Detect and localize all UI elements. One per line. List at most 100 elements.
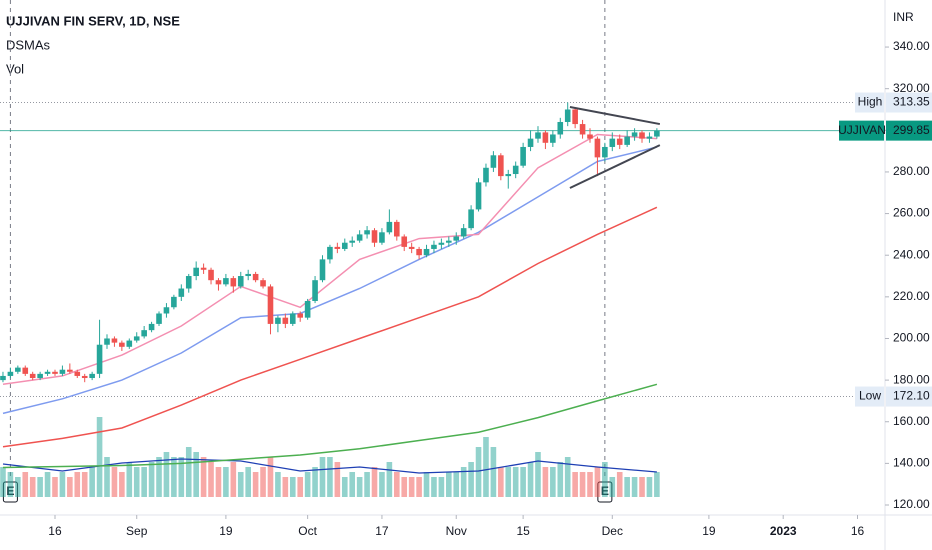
candle-body bbox=[587, 134, 593, 139]
volume-bar bbox=[104, 457, 110, 497]
price-value: 313.35 bbox=[893, 95, 930, 109]
candle-body bbox=[498, 155, 504, 177]
volume-bar bbox=[379, 472, 385, 497]
candle-body bbox=[475, 182, 482, 210]
volume-bar bbox=[408, 477, 415, 497]
volume-bar bbox=[550, 467, 556, 497]
volume-bar bbox=[119, 472, 125, 497]
volume-bar bbox=[15, 477, 21, 497]
volume-bar bbox=[304, 472, 311, 497]
volume-bar bbox=[468, 462, 474, 497]
volume-bar bbox=[512, 467, 519, 497]
candle-body bbox=[171, 296, 177, 308]
candle-body bbox=[408, 246, 415, 249]
candle-body bbox=[289, 313, 296, 324]
candle-body bbox=[119, 342, 125, 347]
candle-body bbox=[7, 371, 14, 376]
candle-body bbox=[208, 269, 214, 281]
volume-bar bbox=[475, 447, 482, 497]
y-tick-label: 240.00 bbox=[893, 247, 930, 261]
volume-bar bbox=[564, 457, 571, 497]
moving-average bbox=[2, 133, 657, 386]
volume-bar bbox=[230, 462, 237, 497]
volume-bar bbox=[96, 417, 103, 497]
candle-body bbox=[520, 146, 526, 166]
volume-bar bbox=[126, 462, 133, 497]
volume-bar bbox=[557, 462, 564, 497]
volume-bar bbox=[7, 472, 14, 497]
candle-body bbox=[52, 371, 58, 374]
candle-body bbox=[104, 338, 110, 345]
volume-bar bbox=[44, 472, 51, 497]
volume-bar bbox=[527, 462, 534, 497]
price-name: High bbox=[858, 95, 883, 109]
candle-body bbox=[609, 138, 616, 147]
volume-bar bbox=[223, 467, 229, 497]
candle-body bbox=[156, 313, 162, 324]
volume-bar bbox=[460, 467, 467, 497]
volume-bar bbox=[624, 477, 630, 497]
moving-average bbox=[2, 146, 658, 415]
volume-bar bbox=[319, 457, 326, 497]
candle-body bbox=[654, 130, 660, 137]
candle-body bbox=[200, 267, 207, 270]
volume-bar bbox=[490, 447, 497, 497]
y-tick-label: 120.00 bbox=[893, 497, 930, 511]
volume-bar bbox=[654, 472, 660, 497]
price-value-box bbox=[886, 92, 932, 113]
candle-body bbox=[431, 244, 437, 249]
candle-body bbox=[446, 240, 452, 243]
candle-body bbox=[579, 124, 586, 135]
volume-bar bbox=[438, 477, 445, 497]
volume-bar bbox=[646, 477, 653, 497]
y-tick-label: 140.00 bbox=[893, 456, 930, 470]
candle-body bbox=[215, 280, 222, 285]
candle-body bbox=[89, 373, 95, 379]
candle-body bbox=[148, 323, 155, 331]
x-tick-label: 19 bbox=[219, 524, 233, 538]
volume-bar bbox=[289, 477, 296, 497]
candle-body bbox=[15, 367, 21, 372]
candle-body bbox=[423, 248, 430, 256]
candle-body bbox=[557, 121, 564, 135]
candle-body bbox=[646, 136, 653, 139]
candle-body bbox=[141, 330, 147, 337]
volume-bar bbox=[631, 477, 638, 497]
candle-body bbox=[483, 167, 489, 183]
y-tick-label: 320.00 bbox=[893, 81, 930, 95]
candle-body bbox=[334, 246, 341, 249]
candle-body bbox=[312, 280, 318, 302]
volume-bar bbox=[594, 467, 601, 497]
volume-bar bbox=[616, 472, 623, 497]
volume-bar bbox=[520, 467, 526, 497]
x-tick-label: 16 bbox=[851, 524, 865, 538]
volume-bar bbox=[453, 472, 460, 497]
volume-bar bbox=[141, 467, 147, 497]
volume-bar bbox=[609, 477, 616, 497]
candle-body bbox=[602, 146, 608, 158]
candle-body bbox=[193, 267, 199, 277]
volume-bar bbox=[267, 457, 274, 497]
candle-body bbox=[594, 138, 601, 158]
price-value: 172.10 bbox=[893, 389, 930, 403]
volume-bar bbox=[394, 472, 400, 497]
volume-bar bbox=[171, 457, 177, 497]
volume-bar bbox=[178, 457, 185, 497]
candle-body bbox=[327, 246, 333, 260]
volume-bar bbox=[446, 472, 452, 497]
volume-bar bbox=[334, 462, 341, 497]
volume-bar bbox=[371, 467, 378, 497]
candle-body bbox=[639, 132, 645, 139]
candle-body bbox=[44, 371, 51, 374]
volume-bar bbox=[297, 477, 304, 497]
x-tick-label: 2023 bbox=[770, 524, 797, 538]
candle-body bbox=[394, 221, 400, 237]
y-tick-label: 340.00 bbox=[893, 39, 930, 53]
volume-bar bbox=[579, 472, 586, 497]
candle-body bbox=[67, 369, 73, 372]
candle-body bbox=[468, 209, 474, 229]
candle-body bbox=[237, 276, 244, 287]
volume-ma bbox=[2, 458, 657, 474]
